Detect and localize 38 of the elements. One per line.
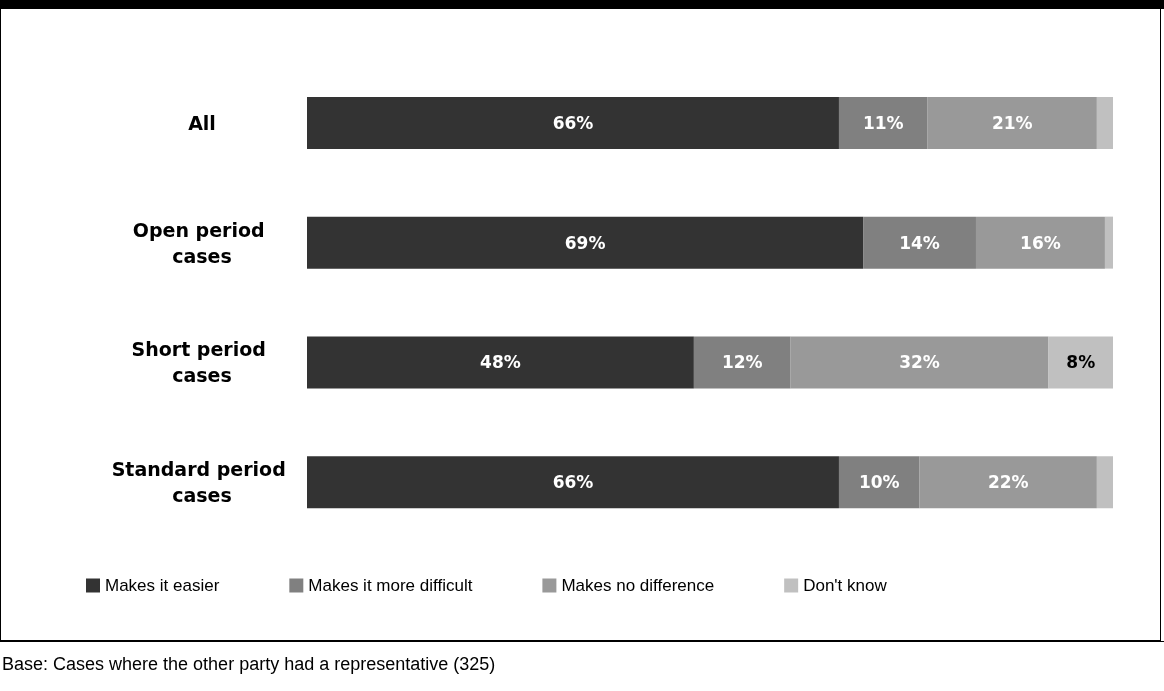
data-label: 14% — [899, 232, 940, 253]
data-label: 12% — [721, 352, 763, 373]
bar — [863, 216, 976, 269]
data-label: 8% — [1066, 352, 1096, 373]
y-tick-label: Standard period cases — [111, 458, 293, 507]
bar — [919, 456, 1097, 509]
bar — [1096, 96, 1113, 149]
legend-label: Makes it easier — [105, 576, 220, 595]
bar — [307, 336, 694, 389]
legend-label: Makes no difference — [561, 576, 715, 595]
y-tick-label: All — [188, 111, 216, 134]
data-label: 48% — [480, 352, 521, 373]
bar — [927, 96, 1097, 149]
data-label: 10% — [858, 472, 900, 493]
y-tick-label: Open period cases — [132, 218, 272, 267]
data-label: 66% — [552, 472, 594, 493]
data-label: 32% — [899, 352, 940, 373]
bar — [307, 216, 864, 269]
bar — [1048, 336, 1113, 389]
data-label: 11% — [862, 112, 904, 133]
data-label: 21% — [991, 112, 1033, 133]
data-label: 22% — [987, 472, 1029, 493]
bar — [975, 216, 1105, 269]
data-label: 16% — [1020, 232, 1061, 253]
data-label: 69% — [564, 232, 606, 253]
bar — [307, 96, 839, 149]
bar — [1104, 216, 1113, 269]
bar — [1096, 456, 1113, 509]
bar — [838, 96, 928, 149]
legend-label: Makes it more difficult — [308, 576, 473, 595]
legend-label: Don't know — [803, 576, 888, 595]
data-label: 66% — [552, 112, 594, 133]
bar — [790, 336, 1049, 389]
y-tick-label: Short period cases — [131, 338, 273, 387]
bar — [693, 336, 791, 389]
bar — [838, 456, 920, 509]
bar — [307, 456, 839, 509]
text: Base: Cases where the other party had a representative (325) — [0, 641, 1164, 691]
